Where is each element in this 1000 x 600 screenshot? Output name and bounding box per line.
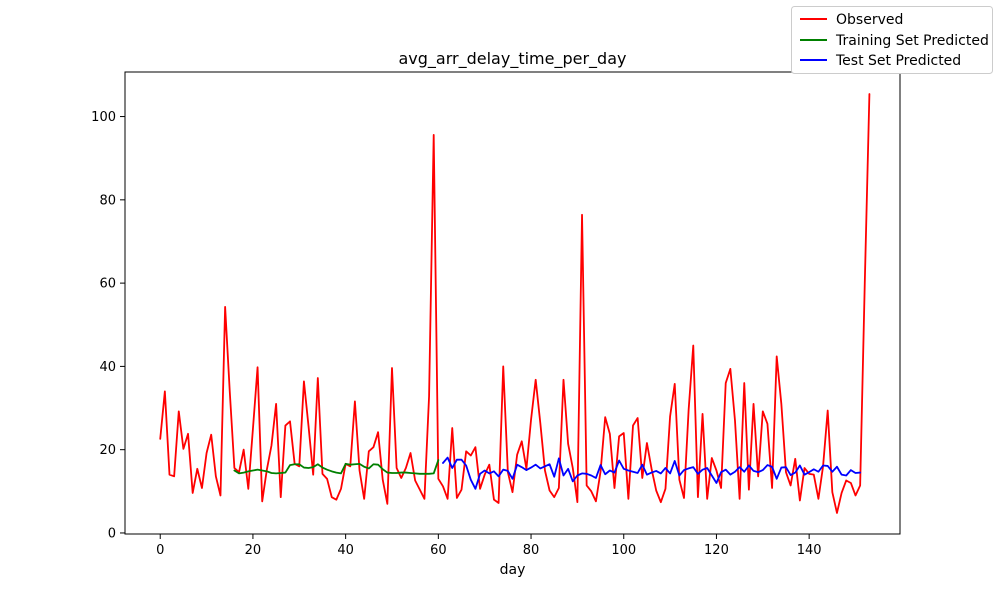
x-tick-label-120: 120 [704,543,729,558]
legend-box [791,6,993,74]
x-tick-label-0: 0 [156,543,164,558]
legend-label-observed: Observed [836,12,903,28]
y-tick-label-20: 20 [99,443,116,458]
y-tick-label-40: 40 [99,360,116,375]
y-tick-label-60: 60 [99,277,116,292]
y-axis: 0 20 40 60 80 100 [91,110,125,541]
series-layer [159,93,871,514]
x-tick-label-40: 40 [337,543,354,558]
x-tick-label-80: 80 [523,543,540,558]
x-tick-label-140: 140 [797,543,822,558]
chart-title: avg_arr_delay_time_per_day [399,49,627,69]
legend: Observed Training Set Predicted Test Set… [791,6,993,74]
x-tick-label-100: 100 [611,543,636,558]
y-tick-label-0: 0 [108,526,116,541]
y-tick-label-80: 80 [99,193,116,208]
x-tick-label-20: 20 [245,543,262,558]
series-line-training-set-predicted [233,459,440,475]
y-tick-label-100: 100 [91,110,116,125]
legend-label-training: Training Set Predicted [835,33,989,49]
series-line-test-set-predicted [442,456,862,490]
plot-area [124,71,901,535]
legend-label-test: Test Set Predicted [835,53,961,69]
x-axis-title: day [500,562,526,578]
x-axis: 0 20 40 60 80 100 120 140 [156,534,822,558]
x-tick-label-60: 60 [430,543,447,558]
